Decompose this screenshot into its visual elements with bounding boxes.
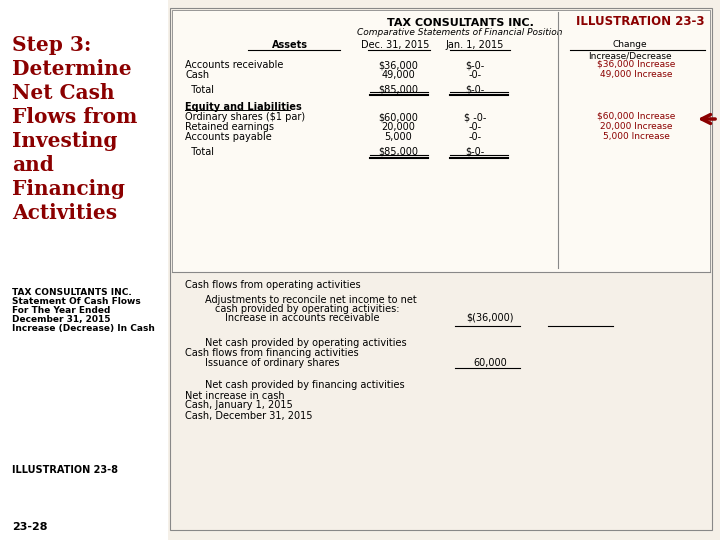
Text: -0-: -0- [469,122,482,132]
Text: $ -0-: $ -0- [464,112,486,122]
Text: Total: Total [185,147,214,157]
Text: 49,000: 49,000 [381,70,415,80]
Text: $36,000 Increase: $36,000 Increase [597,60,675,69]
Text: Ordinary shares ($1 par): Ordinary shares ($1 par) [185,112,305,122]
Text: Net cash provided by financing activities: Net cash provided by financing activitie… [205,380,405,390]
Text: $60,000 Increase: $60,000 Increase [597,112,675,121]
Text: Net cash provided by operating activities: Net cash provided by operating activitie… [205,338,407,348]
Text: $(36,000): $(36,000) [467,313,514,323]
Text: Total: Total [185,85,214,95]
FancyBboxPatch shape [0,0,168,540]
Text: TAX CONSULTANTS INC.: TAX CONSULTANTS INC. [387,18,534,28]
Text: Step 3:
Determine
Net Cash
Flows from
Investing
and
Financing
Activities: Step 3: Determine Net Cash Flows from In… [12,35,138,223]
Text: Assets: Assets [272,40,308,50]
Text: Dec. 31, 2015: Dec. 31, 2015 [361,40,429,50]
Text: 20,000 Increase: 20,000 Increase [600,122,672,131]
FancyBboxPatch shape [170,8,712,530]
Text: Increase in accounts receivable: Increase in accounts receivable [225,313,379,323]
Text: ILLUSTRATION 23-8: ILLUSTRATION 23-8 [12,465,118,475]
Text: $-0-: $-0- [465,147,485,157]
Text: For The Year Ended: For The Year Ended [12,306,110,315]
FancyBboxPatch shape [172,272,710,528]
Text: Cash, December 31, 2015: Cash, December 31, 2015 [185,411,312,421]
Text: Adjustments to reconcile net income to net: Adjustments to reconcile net income to n… [205,295,417,305]
Text: ILLUSTRATION 23-3: ILLUSTRATION 23-3 [577,15,705,28]
Text: Cash, January 1, 2015: Cash, January 1, 2015 [185,400,293,410]
Text: Cash: Cash [185,70,209,80]
Text: Increase (Decrease) In Cash: Increase (Decrease) In Cash [12,324,155,333]
Text: 5,000 Increase: 5,000 Increase [603,132,670,141]
FancyBboxPatch shape [172,10,710,272]
Text: $-0-: $-0- [465,60,485,70]
Text: -0-: -0- [469,132,482,142]
Text: $85,000: $85,000 [378,85,418,95]
Text: 49,000 Increase: 49,000 Increase [600,70,672,79]
Text: 60,000: 60,000 [473,358,507,368]
Text: Comparative Statements of Financial Position: Comparative Statements of Financial Posi… [357,28,563,37]
Text: $60,000: $60,000 [378,112,418,122]
Text: Retained earnings: Retained earnings [185,122,274,132]
Text: 20,000: 20,000 [381,122,415,132]
Text: Jan. 1, 2015: Jan. 1, 2015 [446,40,504,50]
Text: Issuance of ordinary shares: Issuance of ordinary shares [205,358,340,368]
Text: Net increase in cash: Net increase in cash [185,391,284,401]
Text: December 31, 2015: December 31, 2015 [12,315,110,324]
Text: -0-: -0- [469,70,482,80]
Text: Cash flows from financing activities: Cash flows from financing activities [185,348,359,358]
Text: Change
Increase/Decrease: Change Increase/Decrease [588,40,672,60]
Text: Accounts receivable: Accounts receivable [185,60,284,70]
Text: Statement Of Cash Flows: Statement Of Cash Flows [12,297,140,306]
Text: $36,000: $36,000 [378,60,418,70]
Text: Cash flows from operating activities: Cash flows from operating activities [185,280,361,290]
Text: 23-28: 23-28 [12,522,48,532]
Text: cash provided by operating activities:: cash provided by operating activities: [215,304,400,314]
Text: $85,000: $85,000 [378,147,418,157]
Text: TAX CONSULTANTS INC.: TAX CONSULTANTS INC. [12,288,132,297]
Text: 5,000: 5,000 [384,132,412,142]
Text: Equity and Liabilities: Equity and Liabilities [185,102,302,112]
Text: $-0-: $-0- [465,85,485,95]
Text: Accounts payable: Accounts payable [185,132,271,142]
